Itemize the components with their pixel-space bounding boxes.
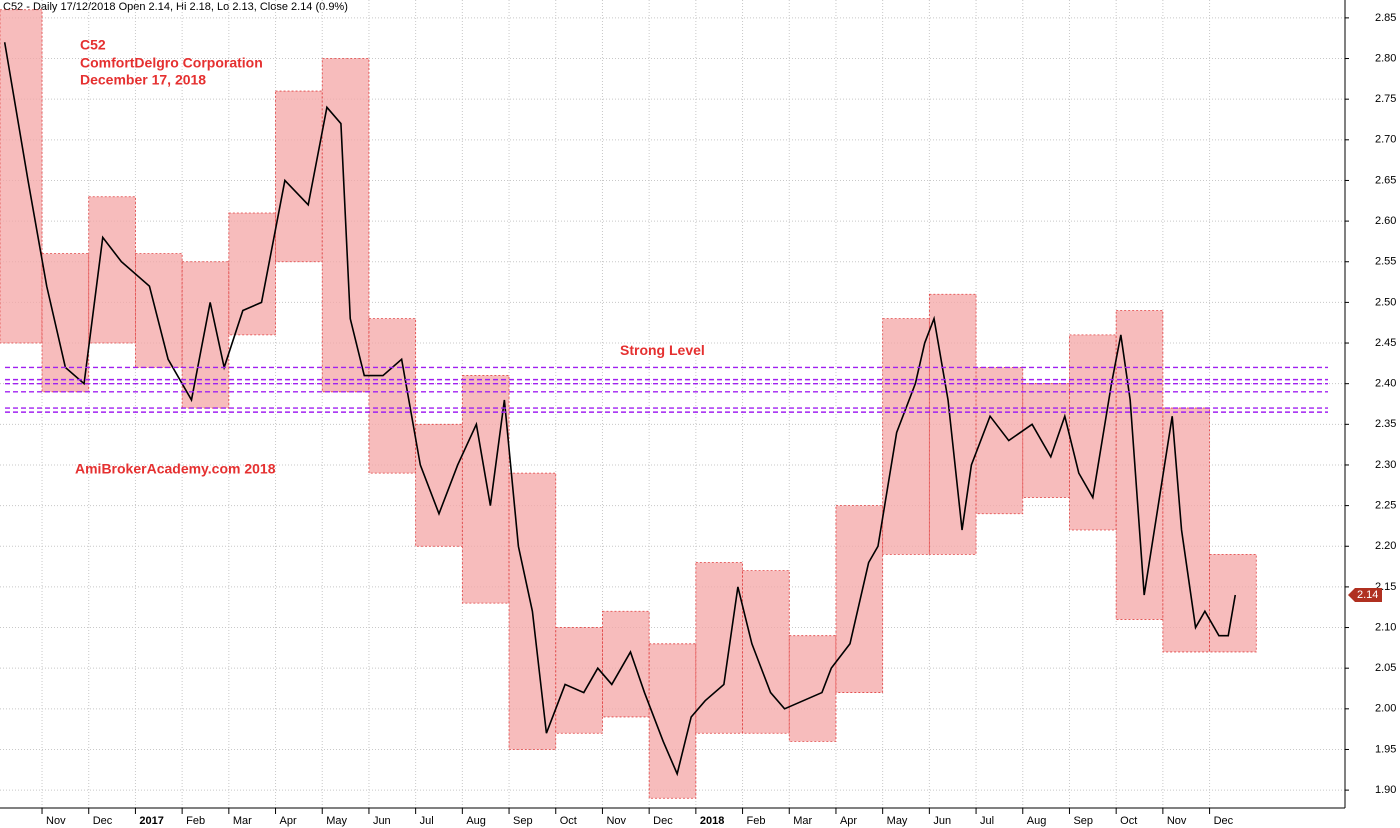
y-tick-label: 2.35 bbox=[1375, 418, 1396, 430]
x-tick-label: Jul bbox=[420, 815, 434, 827]
x-tick-label: Sep bbox=[513, 815, 533, 827]
range-box bbox=[835, 505, 884, 693]
range-box bbox=[0, 9, 43, 344]
last-price-marker bbox=[1348, 588, 1382, 603]
annotation: December 17, 2018 bbox=[80, 72, 206, 88]
range-box bbox=[1069, 334, 1117, 531]
last-price-label: 2.14 bbox=[1357, 589, 1378, 601]
range-box bbox=[975, 367, 1024, 515]
y-tick-label: 2.70 bbox=[1375, 134, 1396, 146]
x-tick-label: Oct bbox=[1120, 815, 1137, 827]
x-tick-label: 2017 bbox=[139, 815, 163, 827]
y-tick-label: 2.00 bbox=[1375, 703, 1396, 715]
y-tick-label: 1.90 bbox=[1375, 784, 1396, 796]
x-tick-label: Dec bbox=[653, 815, 673, 827]
x-tick-label: Dec bbox=[1214, 815, 1234, 827]
range-box bbox=[1162, 407, 1210, 653]
range-box bbox=[742, 570, 790, 734]
range-box bbox=[181, 261, 230, 409]
range-box bbox=[602, 610, 650, 718]
range-box bbox=[1115, 310, 1164, 620]
y-tick-label: 2.40 bbox=[1375, 378, 1396, 390]
y-tick-label: 2.60 bbox=[1375, 215, 1396, 227]
x-tick-label: 2018 bbox=[700, 815, 724, 827]
range-box bbox=[41, 253, 90, 393]
range-box bbox=[135, 253, 183, 368]
y-tick-label: 2.45 bbox=[1375, 337, 1396, 349]
range-box bbox=[788, 635, 837, 742]
x-tick-label: Aug bbox=[466, 815, 486, 827]
x-tick-label: Apr bbox=[840, 815, 857, 827]
y-tick-label: 2.80 bbox=[1375, 52, 1396, 64]
y-tick-label: 2.30 bbox=[1375, 459, 1396, 471]
range-box bbox=[1209, 553, 1257, 653]
range-box bbox=[275, 90, 323, 263]
y-tick-label: 2.05 bbox=[1375, 662, 1396, 674]
y-tick-label: 2.50 bbox=[1375, 296, 1396, 308]
range-box bbox=[555, 627, 603, 734]
annotation: ComfortDelgro Corporation bbox=[80, 55, 263, 71]
range-box bbox=[1022, 383, 1070, 498]
x-tick-label: Nov bbox=[1167, 815, 1187, 827]
x-tick-label: Oct bbox=[560, 815, 577, 827]
y-tick-label: 2.55 bbox=[1375, 256, 1396, 268]
annotation: C52 bbox=[80, 37, 106, 53]
x-tick-label: Jun bbox=[933, 815, 951, 827]
x-tick-label: Dec bbox=[93, 815, 113, 827]
y-tick-label: 1.95 bbox=[1375, 743, 1396, 755]
range-box bbox=[695, 562, 743, 734]
x-tick-label: May bbox=[887, 815, 908, 827]
x-tick-label: May bbox=[326, 815, 347, 827]
x-tick-label: Apr bbox=[280, 815, 297, 827]
x-tick-label: Sep bbox=[1073, 815, 1093, 827]
y-tick-label: 2.10 bbox=[1375, 621, 1396, 633]
x-tick-label: Feb bbox=[186, 815, 205, 827]
range-box bbox=[228, 212, 276, 336]
y-tick-label: 2.75 bbox=[1375, 93, 1396, 105]
x-tick-label: Nov bbox=[606, 815, 626, 827]
chart-header: C52 - Daily 17/12/2018 Open 2.14, Hi 2.1… bbox=[3, 1, 348, 13]
price-line bbox=[3, 42, 1237, 777]
y-tick-label: 2.25 bbox=[1375, 500, 1396, 512]
y-tick-label: 2.20 bbox=[1375, 540, 1396, 552]
x-tick-label: Jul bbox=[980, 815, 994, 827]
level-label: Strong Level bbox=[620, 342, 705, 358]
range-box bbox=[461, 375, 510, 604]
range-box bbox=[648, 643, 697, 799]
x-tick-label: Feb bbox=[747, 815, 766, 827]
x-tick-label: Jun bbox=[373, 815, 391, 827]
x-tick-label: Nov bbox=[46, 815, 66, 827]
range-box bbox=[88, 196, 136, 344]
x-tick-label: Aug bbox=[1027, 815, 1047, 827]
range-box bbox=[415, 423, 463, 547]
annotation: AmiBrokerAcademy.com 2018 bbox=[75, 461, 276, 477]
y-tick-label: 2.85 bbox=[1375, 12, 1396, 24]
y-tick-label: 2.65 bbox=[1375, 174, 1396, 186]
x-tick-label: Mar bbox=[793, 815, 812, 827]
x-tick-label: Mar bbox=[233, 815, 252, 827]
